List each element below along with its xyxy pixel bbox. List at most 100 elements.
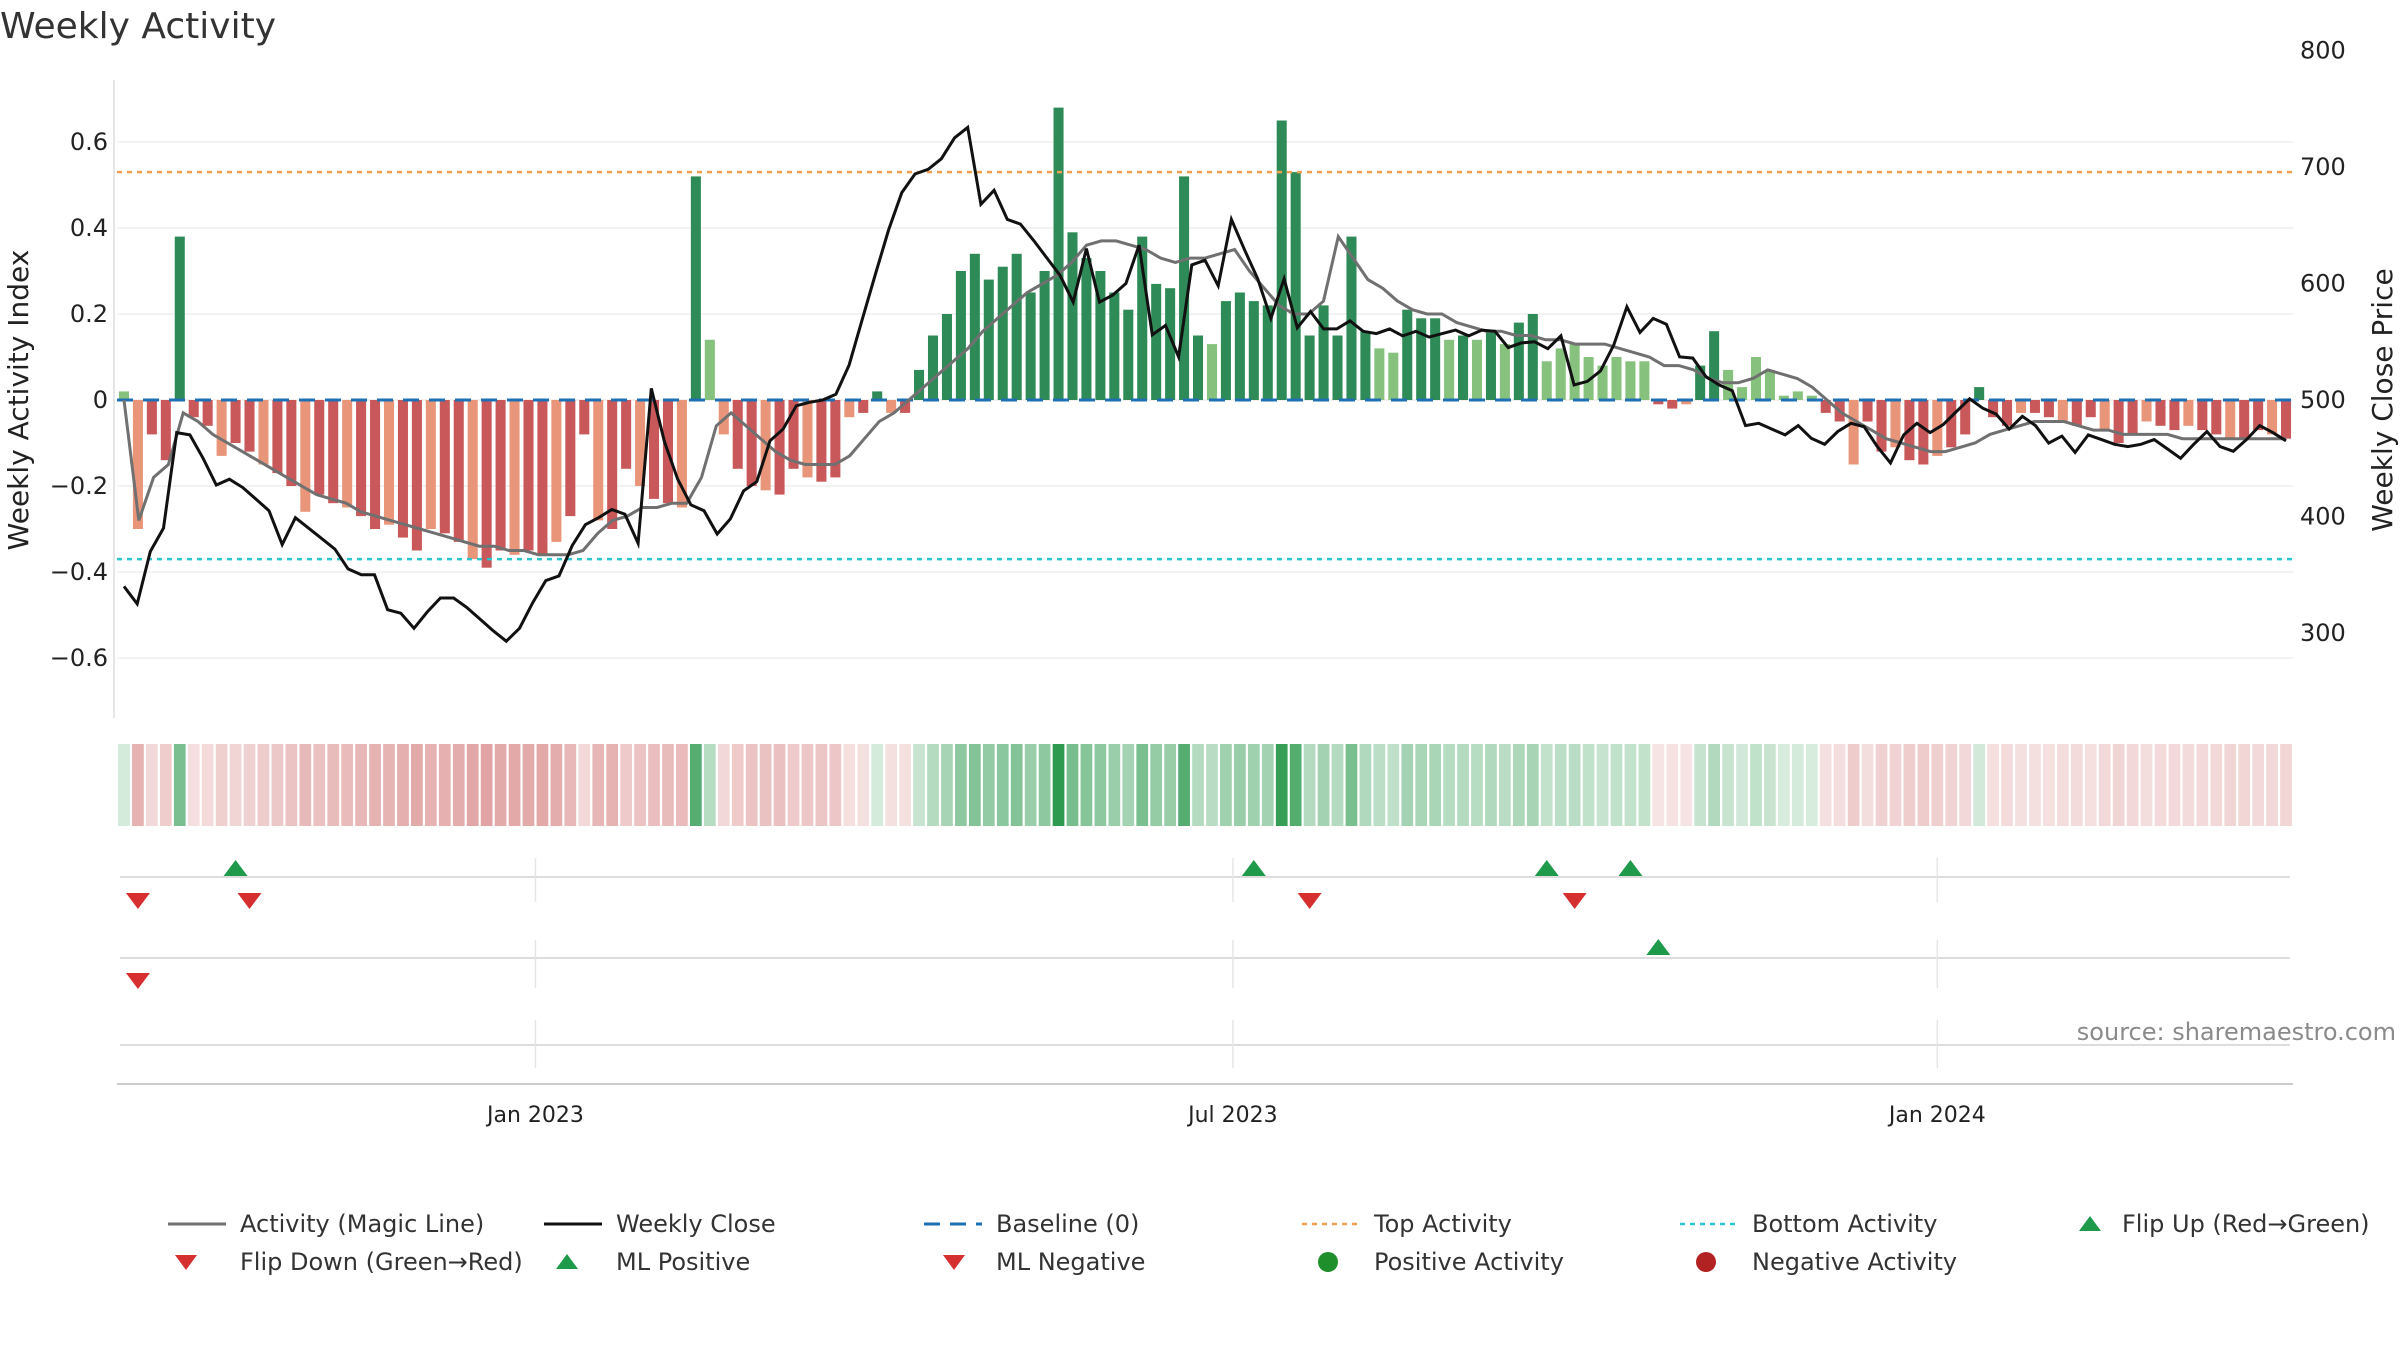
heat-strip-cell xyxy=(1791,744,1804,826)
heat-strip-cell xyxy=(648,744,660,826)
y2-axis-label: Weekly Close Price xyxy=(2366,268,2399,531)
heat-strip-cell xyxy=(466,744,479,826)
heat-strip-cell xyxy=(857,744,870,826)
close-line-swatch-icon xyxy=(544,1222,602,1226)
heat-strip-cell xyxy=(327,744,340,826)
heat-strip-cell xyxy=(2056,744,2069,826)
magic-line-swatch-icon xyxy=(168,1222,226,1226)
activity-bar xyxy=(816,400,827,482)
heat-strip-cell xyxy=(341,744,354,826)
activity-bar xyxy=(830,400,841,478)
heat-strip-cell xyxy=(494,744,507,826)
heat-strip-cell xyxy=(1694,744,1707,826)
activity-bar xyxy=(328,400,339,504)
activity-bar xyxy=(1276,120,1287,400)
legend-label: Activity (Magic Line) xyxy=(240,1210,485,1238)
chart-title: Weekly Activity xyxy=(0,6,277,47)
activity-bar xyxy=(1346,236,1357,400)
activity-bar xyxy=(551,400,562,542)
activity-bar xyxy=(1625,361,1636,400)
heat-strip-cell xyxy=(2098,744,2111,826)
heat-strip-cell xyxy=(132,744,144,826)
activity-bar xyxy=(1137,236,1148,400)
activity-bar xyxy=(593,400,604,521)
activity-bar xyxy=(1193,335,1204,400)
legend-item-magic-line: Activity (Magic Line) xyxy=(166,1210,484,1238)
activity-bar xyxy=(439,400,450,534)
legend-item-bottom-activity: Bottom Activity xyxy=(1678,1210,1937,1238)
activity-bar xyxy=(216,400,227,456)
heat-strip-cell xyxy=(299,744,312,826)
activity-bar xyxy=(1988,400,1999,418)
heat-strip-cell xyxy=(1512,744,1525,826)
activity-bar xyxy=(997,266,1008,400)
heat-strip-cell xyxy=(229,744,242,826)
heat-strip-cell xyxy=(1708,744,1720,826)
heat-strip-cell xyxy=(355,744,367,826)
heat-strip-cell xyxy=(1847,744,1860,826)
activity-bar xyxy=(1806,395,1817,400)
source-credit: source: sharemaestro.com xyxy=(2076,1018,2396,1046)
flip-down-marker xyxy=(1562,893,1587,909)
activity-bar xyxy=(1011,253,1022,400)
heat-strip-cell xyxy=(1331,744,1344,826)
activity-bar xyxy=(1025,292,1036,400)
heat-strip-cell xyxy=(201,744,214,826)
heat-strip-cell xyxy=(1275,744,1288,826)
activity-bar xyxy=(1374,348,1385,400)
activity-bar xyxy=(2225,400,2236,439)
activity-bar xyxy=(1053,107,1064,400)
heat-strip-cell xyxy=(2280,744,2292,826)
activity-bar xyxy=(2043,400,2054,418)
activity-bar xyxy=(1109,292,1120,400)
activity-bar xyxy=(1695,365,1706,400)
activity-bar xyxy=(774,400,785,495)
heat-strip-cell xyxy=(1206,744,1218,826)
heat-strip-cell xyxy=(662,744,674,826)
flip-down-marker xyxy=(237,893,262,909)
activity-bar xyxy=(1653,400,1664,405)
activity-bar xyxy=(1918,400,1929,465)
activity-bar xyxy=(2155,400,2166,426)
legend-label: Bottom Activity xyxy=(1752,1210,1938,1238)
activity-bar xyxy=(509,400,520,555)
activity-bar xyxy=(2197,400,2208,431)
legend-item-flip-down: Flip Down (Green→Red) xyxy=(166,1248,523,1276)
heat-strip-cell xyxy=(1094,744,1107,826)
activity-bar xyxy=(1081,258,1092,400)
heat-strip-cell xyxy=(1485,744,1497,826)
activity-bar xyxy=(244,400,255,452)
activity-bar xyxy=(1709,331,1720,400)
activity-bar xyxy=(704,339,715,400)
heat-strip-cell xyxy=(1875,744,1888,826)
heat-strip-cell xyxy=(564,744,577,826)
activity-bar xyxy=(635,400,646,486)
activity-bar xyxy=(1555,348,1566,400)
heat-strip-cell xyxy=(815,744,828,826)
heat-strip-cell xyxy=(1568,744,1581,826)
activity-bar xyxy=(1597,365,1608,400)
heat-strip-cell xyxy=(411,744,423,826)
heat-strip-cell xyxy=(2266,744,2278,826)
heat-strip-cell xyxy=(1122,744,1135,826)
legend-item-positive-activity: Positive Activity xyxy=(1300,1248,1564,1276)
heat-strip-cell xyxy=(955,744,967,826)
heat-strip-cell xyxy=(899,744,911,826)
heat-strip-cell xyxy=(690,744,702,826)
heat-strip-cell xyxy=(1178,744,1190,826)
heat-strip-cell xyxy=(996,744,1009,826)
heat-strip-cell xyxy=(2154,744,2167,826)
y-tick-label: 0.4 xyxy=(70,214,108,242)
activity-bar xyxy=(1318,305,1329,400)
heat-strip-cell xyxy=(1192,744,1204,826)
heat-strip-cell xyxy=(2043,744,2055,826)
y2-tick-label: 600 xyxy=(2300,270,2346,298)
heat-strip-cell xyxy=(2001,744,2013,826)
activity-bar xyxy=(955,271,966,400)
heat-strip-cell xyxy=(1736,744,1748,826)
heat-strip-cell xyxy=(1010,744,1023,826)
activity-bar xyxy=(1402,309,1413,400)
activity-bar xyxy=(1778,395,1789,400)
legend-item-negative-activity: Negative Activity xyxy=(1678,1248,1957,1276)
legend-item-ml-negative: ML Negative xyxy=(922,1248,1145,1276)
